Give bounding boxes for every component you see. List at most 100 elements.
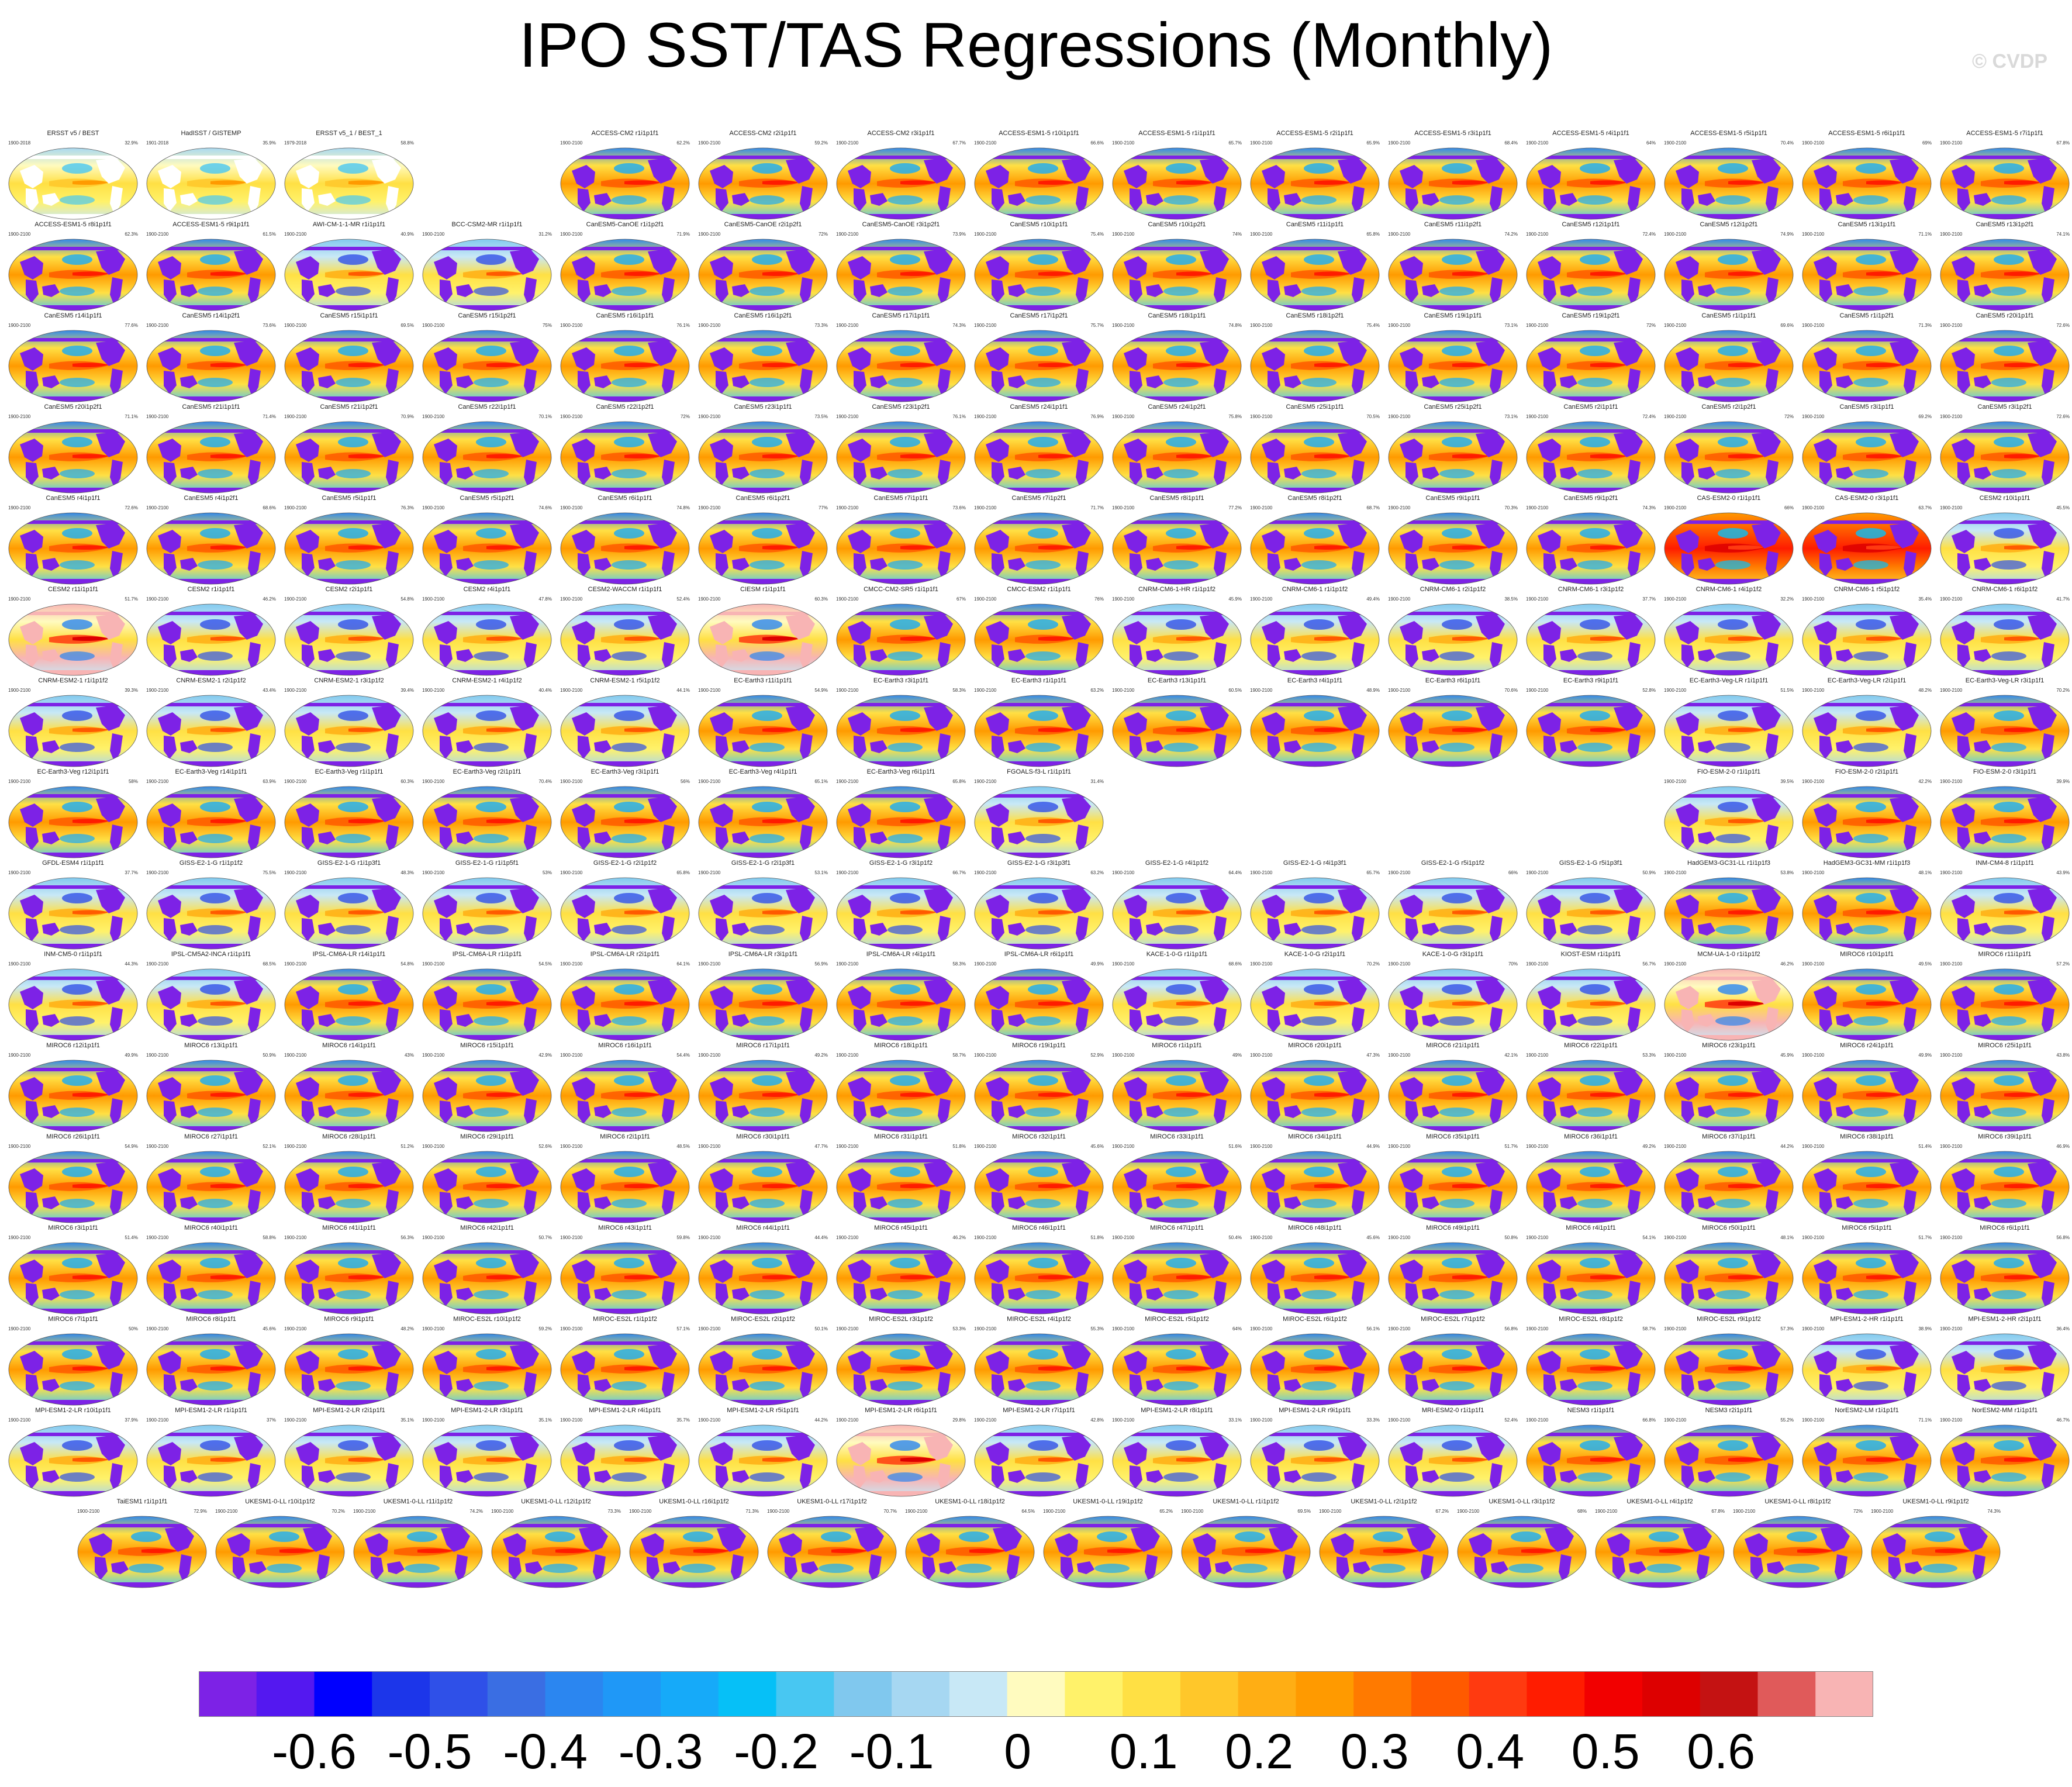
regression-map: [1112, 239, 1242, 311]
panel-title: CESM2 r1i1p1f1: [187, 586, 235, 593]
regression-map: [1112, 1060, 1242, 1132]
panel-years: 1900-2100: [8, 1326, 31, 1331]
panel-percent: 71.7%: [1090, 505, 1104, 510]
regression-map: [8, 512, 138, 585]
map-panel: ACCESS-ESM1-5 r3i1p1f1 1900-2100 68.4%: [1386, 130, 1520, 221]
panel-title: CanESM5 r4i1p2f1: [184, 495, 239, 502]
map-panel: MIROC6 r30i1p1f1 1900-2100 47.7%: [696, 1133, 830, 1224]
map-panel: CanESM5 r17i1p2f1 1900-2100 75.7%: [972, 312, 1106, 403]
panel-percent: 49.5%: [1918, 961, 1932, 967]
panel-title: MIROC6 r34i1p1f1: [1288, 1133, 1342, 1140]
map-panel: GFDL-ESM4 r1i1p1f1 1900-2100 37.7%: [6, 860, 140, 951]
panel-percent: 35.9%: [263, 140, 276, 146]
panel-years: 1900-2100: [560, 961, 583, 967]
regression-map: [284, 1333, 414, 1406]
map-panel: UKESM1-0-LL r12i1p1f2 1900-2100 73.3%: [489, 1498, 623, 1589]
panel-years: 1900-2100: [284, 688, 307, 693]
panel-title: UKESM1-0-LL r2i1p1f2: [1351, 1498, 1417, 1505]
panel-percent: 67%: [956, 596, 966, 602]
map-panel: ACCESS-ESM1-5 r2i1p1f1 1900-2100 65.9%: [1248, 130, 1382, 221]
panel-percent: 37.7%: [1642, 596, 1656, 602]
panel-percent: 72.6%: [2056, 323, 2070, 328]
map-panel: CanESM5 r8i1p1f1 1900-2100 77.2%: [1110, 495, 1244, 586]
panel-years: 1900-2100: [8, 870, 31, 875]
panel-title: EC-Earth3 r11i1p1f1: [734, 677, 792, 684]
panel-title: GISS-E2-1-G r4i1p3f1: [1283, 860, 1347, 867]
panel-years: 1900-2100: [1664, 961, 1687, 967]
map-panel: MIROC6 r43i1p1f1 1900-2100 59.8%: [558, 1224, 692, 1316]
panel-title: CanESM5 r18i1p2f1: [1286, 312, 1344, 319]
panel-title: MIROC6 r40i1p1f1: [184, 1224, 238, 1231]
regression-map: [1802, 512, 1932, 585]
panel-years: 1900-2100: [698, 779, 721, 784]
panel-years: 1900-2100: [1388, 323, 1411, 328]
map-panel: MIROC6 r2i1p1f1 1900-2100 48.5%: [558, 1133, 692, 1224]
panel-percent: 62.2%: [676, 140, 690, 146]
panel-title: MIROC6 r25i1p1f1: [1978, 1042, 2032, 1049]
panel-title: MRI-ESM2-0 r1i1p1f1: [1421, 1407, 1484, 1414]
panel-title: HadGEM3-GC31-LL r1i1p1f3: [1687, 860, 1771, 867]
panel-percent: 45.9%: [1780, 1053, 1794, 1058]
regression-map: [284, 239, 414, 311]
regression-map: [1940, 695, 2070, 767]
panel-title: MIROC-ES2L r2i1p1f2: [731, 1316, 795, 1323]
panel-percent: 41.7%: [2056, 596, 2070, 602]
map-panel: CESM2 r4i1p1f1 1900-2100 47.8%: [420, 586, 554, 677]
regression-map: [1940, 421, 2070, 494]
map-panel: CNRM-CM6-1 r1i1p1f2 1900-2100 49.4%: [1248, 586, 1382, 677]
panel-percent: 35.4%: [1918, 596, 1932, 602]
map-panel: EC-Earth3 r11i1p1f1 1900-2100 54.9%: [696, 677, 830, 768]
panel-title: MIROC6 r22i1p1f1: [1564, 1042, 1618, 1049]
panel-years: 1900-2100: [1940, 505, 1963, 510]
map-panel: CNRM-ESM2-1 r2i1p1f2 1900-2100 43.4%: [144, 677, 278, 768]
panel-years: 1900-2100: [974, 870, 997, 875]
panel-percent: 46.2%: [263, 596, 276, 602]
regression-map: [1802, 695, 1932, 767]
panel-title: CanESM5 r19i1p1f1: [1424, 312, 1482, 319]
panel-percent: 38.5%: [1504, 596, 1518, 602]
regression-map: [560, 1060, 690, 1132]
panel-years: 1900-2100: [560, 414, 583, 419]
panel-title: CanESM5 r2i1p1f1: [1563, 403, 1618, 410]
panel-percent: 52.8%: [1642, 688, 1656, 693]
panel-title: ERSST v5 / BEST: [47, 130, 99, 137]
regression-map: [974, 1242, 1104, 1315]
regression-map: [1250, 512, 1380, 585]
colorbar: [199, 1671, 1873, 1717]
panel-years: 1900-2100: [1802, 1053, 1825, 1058]
panel-years: 1900-2100: [1526, 961, 1549, 967]
panel-title: CanESM5 r25i1p2f1: [1424, 403, 1482, 410]
panel-years: 1900-2100: [1940, 323, 1963, 328]
regression-map: [1112, 968, 1242, 1041]
panel-title: MIROC-ES2L r6i1p1f2: [1283, 1316, 1347, 1323]
regression-map: [698, 421, 828, 494]
panel-title: CNRM-ESM2-1 r3i1p1f2: [314, 677, 384, 684]
regression-map: [1664, 1060, 1794, 1132]
panel-percent: 49.2%: [814, 1053, 828, 1058]
colorbar-swatch: [892, 1671, 950, 1717]
regression-map: [422, 968, 552, 1041]
panel-percent: 74.3%: [952, 323, 966, 328]
panel-percent: 52.4%: [676, 596, 690, 602]
panel-years: 1900-2100: [1940, 596, 1963, 602]
panel-percent: 74.6%: [538, 505, 552, 510]
map-panel: CNRM-ESM2-1 r3i1p1f2 1900-2100 39.4%: [282, 677, 416, 768]
panel-title: CAS-ESM2-0 r1i1p1f1: [1697, 495, 1761, 502]
panel-title: MIROC6 r24i1p1f1: [1840, 1042, 1894, 1049]
regression-map: [8, 1424, 138, 1497]
panel-title: MIROC6 r21i1p1f1: [1426, 1042, 1480, 1049]
panel-title: CanESM5 r6i1p2f1: [735, 495, 790, 502]
regression-map: [560, 968, 690, 1041]
panel-title: CanESM5 r6i1p1f1: [598, 495, 652, 502]
map-panel: CanESM5 r2i1p1f1 1900-2100 72.4%: [1524, 403, 1658, 495]
panel-percent: 38.9%: [1918, 1326, 1932, 1331]
panel-percent: 55.2%: [1780, 1417, 1794, 1423]
panel-title: TaiESM1 r1i1p1f1: [116, 1498, 168, 1505]
panel-years: 1900-2100: [698, 232, 721, 237]
panel-years: 1900-2100: [1940, 870, 1963, 875]
map-panel: CanESM5 r14i1p1f1 1900-2100 77.6%: [6, 312, 140, 403]
map-panel: MIROC6 r27i1p1f1 1900-2100 52.1%: [144, 1133, 278, 1224]
panel-years: 1900-2100: [1940, 1326, 1963, 1331]
panel-title: CanESM5 r17i1p1f1: [872, 312, 930, 319]
colorbar-swatch: [1296, 1671, 1354, 1717]
